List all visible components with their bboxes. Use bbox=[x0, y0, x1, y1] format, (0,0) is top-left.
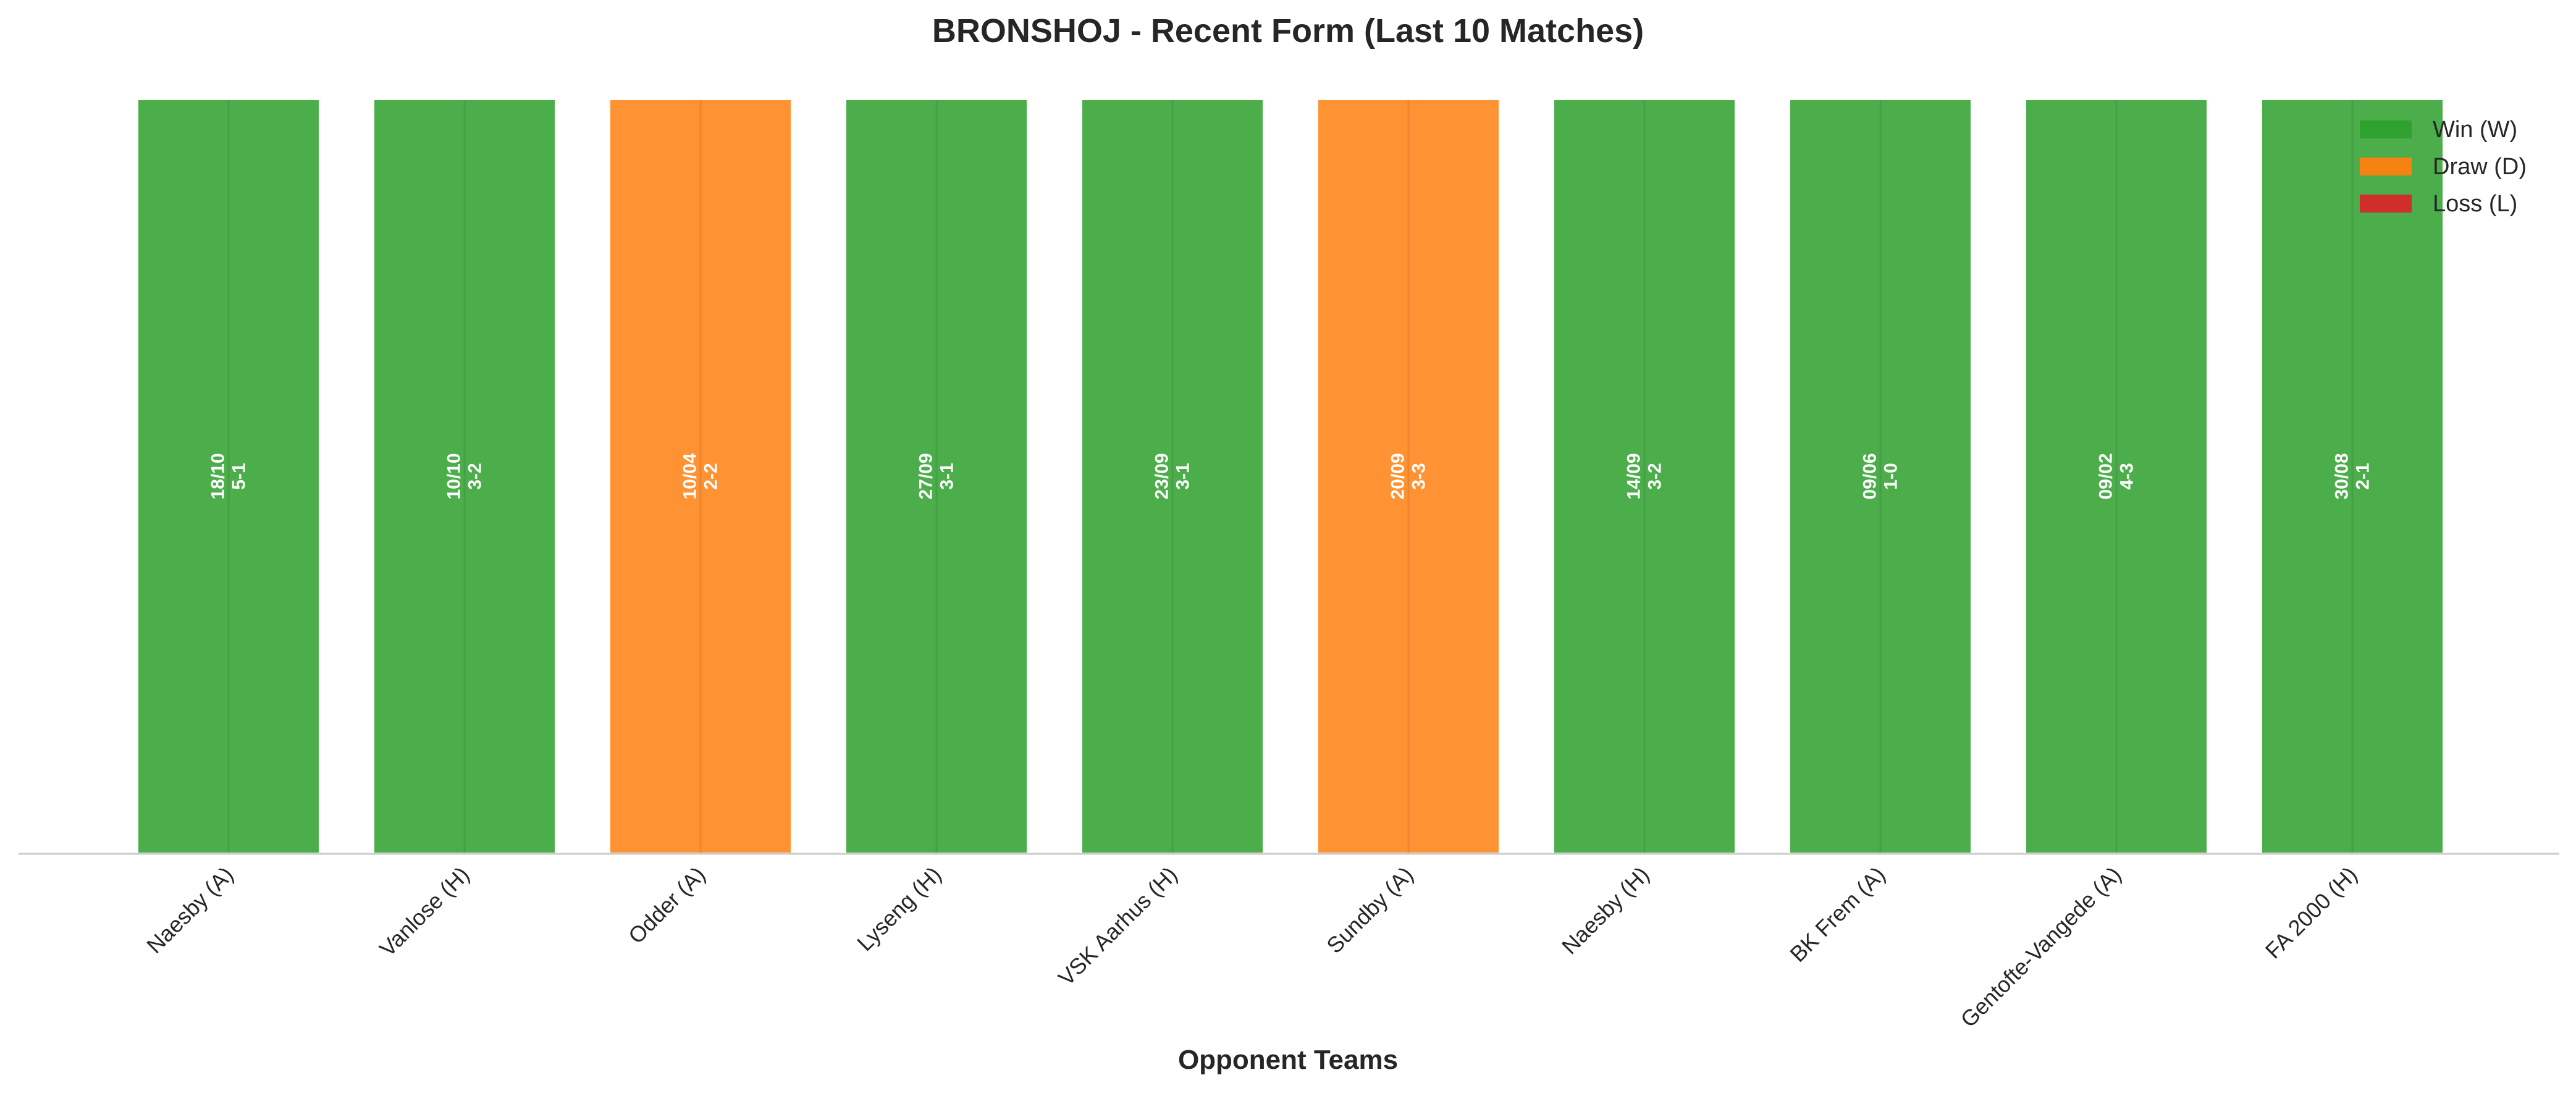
bar-date-label-2: 10/10 bbox=[444, 453, 465, 499]
x-axis-label: Opponent Teams bbox=[1178, 1045, 1398, 1075]
bar-1 bbox=[136, 98, 321, 855]
bar-date-label-7: 14/09 bbox=[1624, 453, 1644, 499]
x-tick-label-6: Sundby (A) bbox=[1321, 862, 1418, 958]
bar-3 bbox=[608, 98, 793, 855]
bar-labels-group: 18/10 5-1 10/10 3-2 10/04 2-2 27/09 3-1 23/09 3-1… bbox=[208, 453, 2373, 499]
chart-title: BRONSHOJ - Recent Form (Last 10 Matches) bbox=[932, 12, 1644, 49]
x-tick-label-2: Vanlose (H) bbox=[374, 862, 474, 962]
legend: Win (W) Draw (D) Loss (L) bbox=[2360, 117, 2527, 217]
x-tick-label-3: Odder (A) bbox=[623, 862, 710, 949]
legend-label-w: Win (W) bbox=[2433, 117, 2517, 143]
legend-label-d: Draw (D) bbox=[2433, 154, 2527, 180]
legend-label-l: Loss (L) bbox=[2433, 191, 2517, 217]
bar-6 bbox=[1316, 98, 1501, 855]
bar-score-label-4: 3-1 bbox=[937, 463, 958, 489]
x-tick-label-5: VSK Aarhus (H) bbox=[1053, 862, 1182, 991]
bar-score-label-1: 5-1 bbox=[229, 463, 250, 489]
x-tick-label-4: Lyseng (H) bbox=[852, 862, 946, 956]
bar-5 bbox=[1080, 98, 1265, 855]
bar-8 bbox=[1788, 98, 1973, 855]
bar-score-label-9: 4-3 bbox=[2117, 463, 2137, 489]
bar-date-label-6: 20/09 bbox=[1388, 453, 1408, 499]
bar-score-label-3: 2-2 bbox=[701, 463, 722, 489]
bars-group bbox=[136, 98, 2445, 855]
bar-date-label-5: 23/09 bbox=[1152, 453, 1172, 499]
bar-4 bbox=[844, 98, 1029, 855]
bar-2 bbox=[372, 98, 557, 855]
x-tick-label-8: BK Frem (A) bbox=[1785, 862, 1890, 967]
bar-score-label-8: 1-0 bbox=[1881, 463, 1901, 489]
x-tick-label-7: Naesby (H) bbox=[1557, 862, 1654, 959]
bar-date-label-10: 30/08 bbox=[2332, 453, 2352, 499]
bar-7 bbox=[1552, 98, 1737, 855]
bar-date-label-1: 18/10 bbox=[208, 453, 229, 499]
legend-swatch-l bbox=[2360, 195, 2412, 213]
bar-score-label-7: 3-2 bbox=[1645, 463, 1665, 489]
bar-score-label-5: 3-1 bbox=[1173, 463, 1193, 489]
x-tick-label-1: Naesby (A) bbox=[141, 862, 238, 958]
bar-score-label-10: 2-1 bbox=[2353, 463, 2373, 489]
bar-date-label-3: 10/04 bbox=[680, 453, 701, 499]
bar-date-label-8: 09/06 bbox=[1860, 453, 1880, 499]
bar-10 bbox=[2260, 98, 2445, 855]
legend-swatch-w bbox=[2360, 120, 2412, 138]
bar-score-label-2: 3-2 bbox=[465, 463, 486, 489]
x-tick-label-9: Gentofte-Vangede (A) bbox=[1955, 862, 2126, 1032]
bar-date-label-4: 27/09 bbox=[916, 453, 937, 499]
x-tick-label-10: FA 2000 (H) bbox=[2260, 862, 2362, 964]
bar-date-label-9: 09/02 bbox=[2096, 453, 2116, 499]
bar-score-label-6: 3-3 bbox=[1409, 463, 1429, 489]
legend-swatch-d bbox=[2360, 158, 2412, 175]
x-tick-labels-group: Naesby (A) Vanlose (H) Odder (A) Lyseng (H)… bbox=[141, 862, 2362, 1032]
